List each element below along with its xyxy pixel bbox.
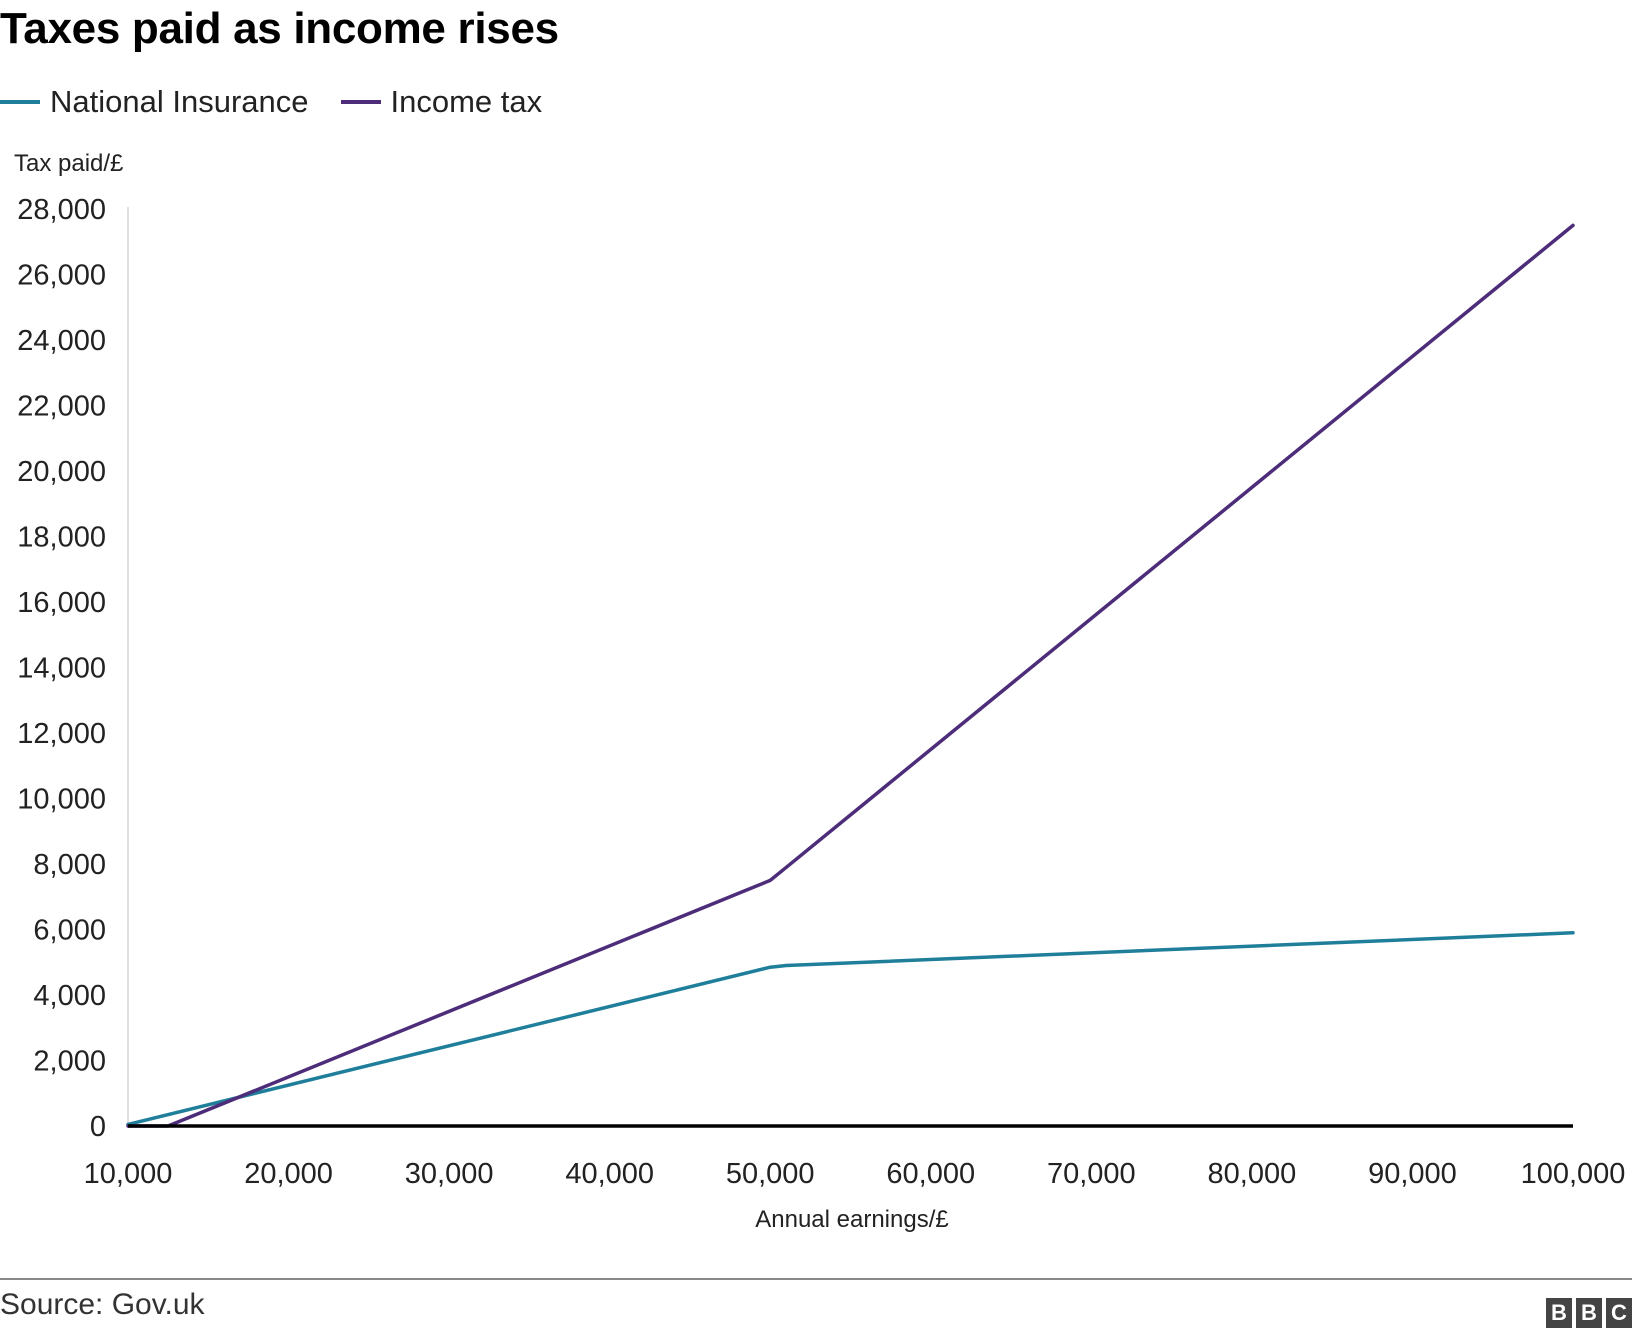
legend-swatch-national-insurance [0,100,40,104]
series-line-income-tax [126,223,1575,1128]
x-tick-label: 10,000 [84,1158,173,1190]
x-tick-label: 50,000 [726,1158,815,1190]
x-axis-title: Annual earnings/£ [755,1206,949,1233]
x-tick-label: 80,000 [1208,1158,1297,1190]
y-tick-label: 16,000 [17,587,106,619]
y-tick-label: 8,000 [33,849,106,881]
logo-letter: B [1576,1298,1602,1328]
legend-label-national-insurance: National Insurance [50,84,309,119]
y-tick-label: 4,000 [33,980,106,1012]
y-tick-label: 26,000 [17,260,106,292]
x-tick-label: 60,000 [886,1158,975,1190]
x-tick-label: 100,000 [1521,1158,1626,1190]
x-tick-label: 20,000 [244,1158,333,1190]
y-tick-label: 22,000 [17,391,106,423]
y-axis-title: Tax paid/£ [14,150,124,177]
legend-label-income-tax: Income tax [390,84,543,119]
y-tick-label: 20,000 [17,456,106,488]
legend: National Insurance Income tax [0,84,574,120]
logo-letter: B [1546,1298,1572,1328]
logo-letter: C [1606,1298,1632,1328]
source-note: Source: Gov.uk [0,1288,205,1321]
legend-swatch-income-tax [340,100,381,104]
y-tick-label: 28,000 [17,194,106,226]
y-tick-label: 6,000 [33,915,106,947]
y-tick-label: 0 [90,1111,106,1143]
x-tick-label: 40,000 [565,1158,654,1190]
x-tick-label: 30,000 [405,1158,494,1190]
chart-title: Taxes paid as income rises [0,4,559,53]
x-tick-label: 70,000 [1047,1158,1136,1190]
y-tick-label: 18,000 [17,522,106,554]
y-tick-label: 24,000 [17,325,106,357]
x-tick-label: 90,000 [1368,1158,1457,1190]
line-chart: 0 2,000 4,000 6,000 8,000 10,000 12,000 14,000 1… [17,194,1626,1190]
y-tick-label: 10,000 [17,784,106,816]
bbc-logo: B B C [1542,1298,1632,1328]
y-tick-label: 12,000 [17,718,106,750]
legend-item-income-tax: Income tax [340,84,543,120]
legend-item-national-insurance: National Insurance [0,84,309,120]
y-tick-label: 14,000 [17,653,106,685]
series-line-national-insurance [126,931,1575,1127]
y-tick-label: 2,000 [33,1046,106,1078]
footer-divider [0,1278,1632,1280]
